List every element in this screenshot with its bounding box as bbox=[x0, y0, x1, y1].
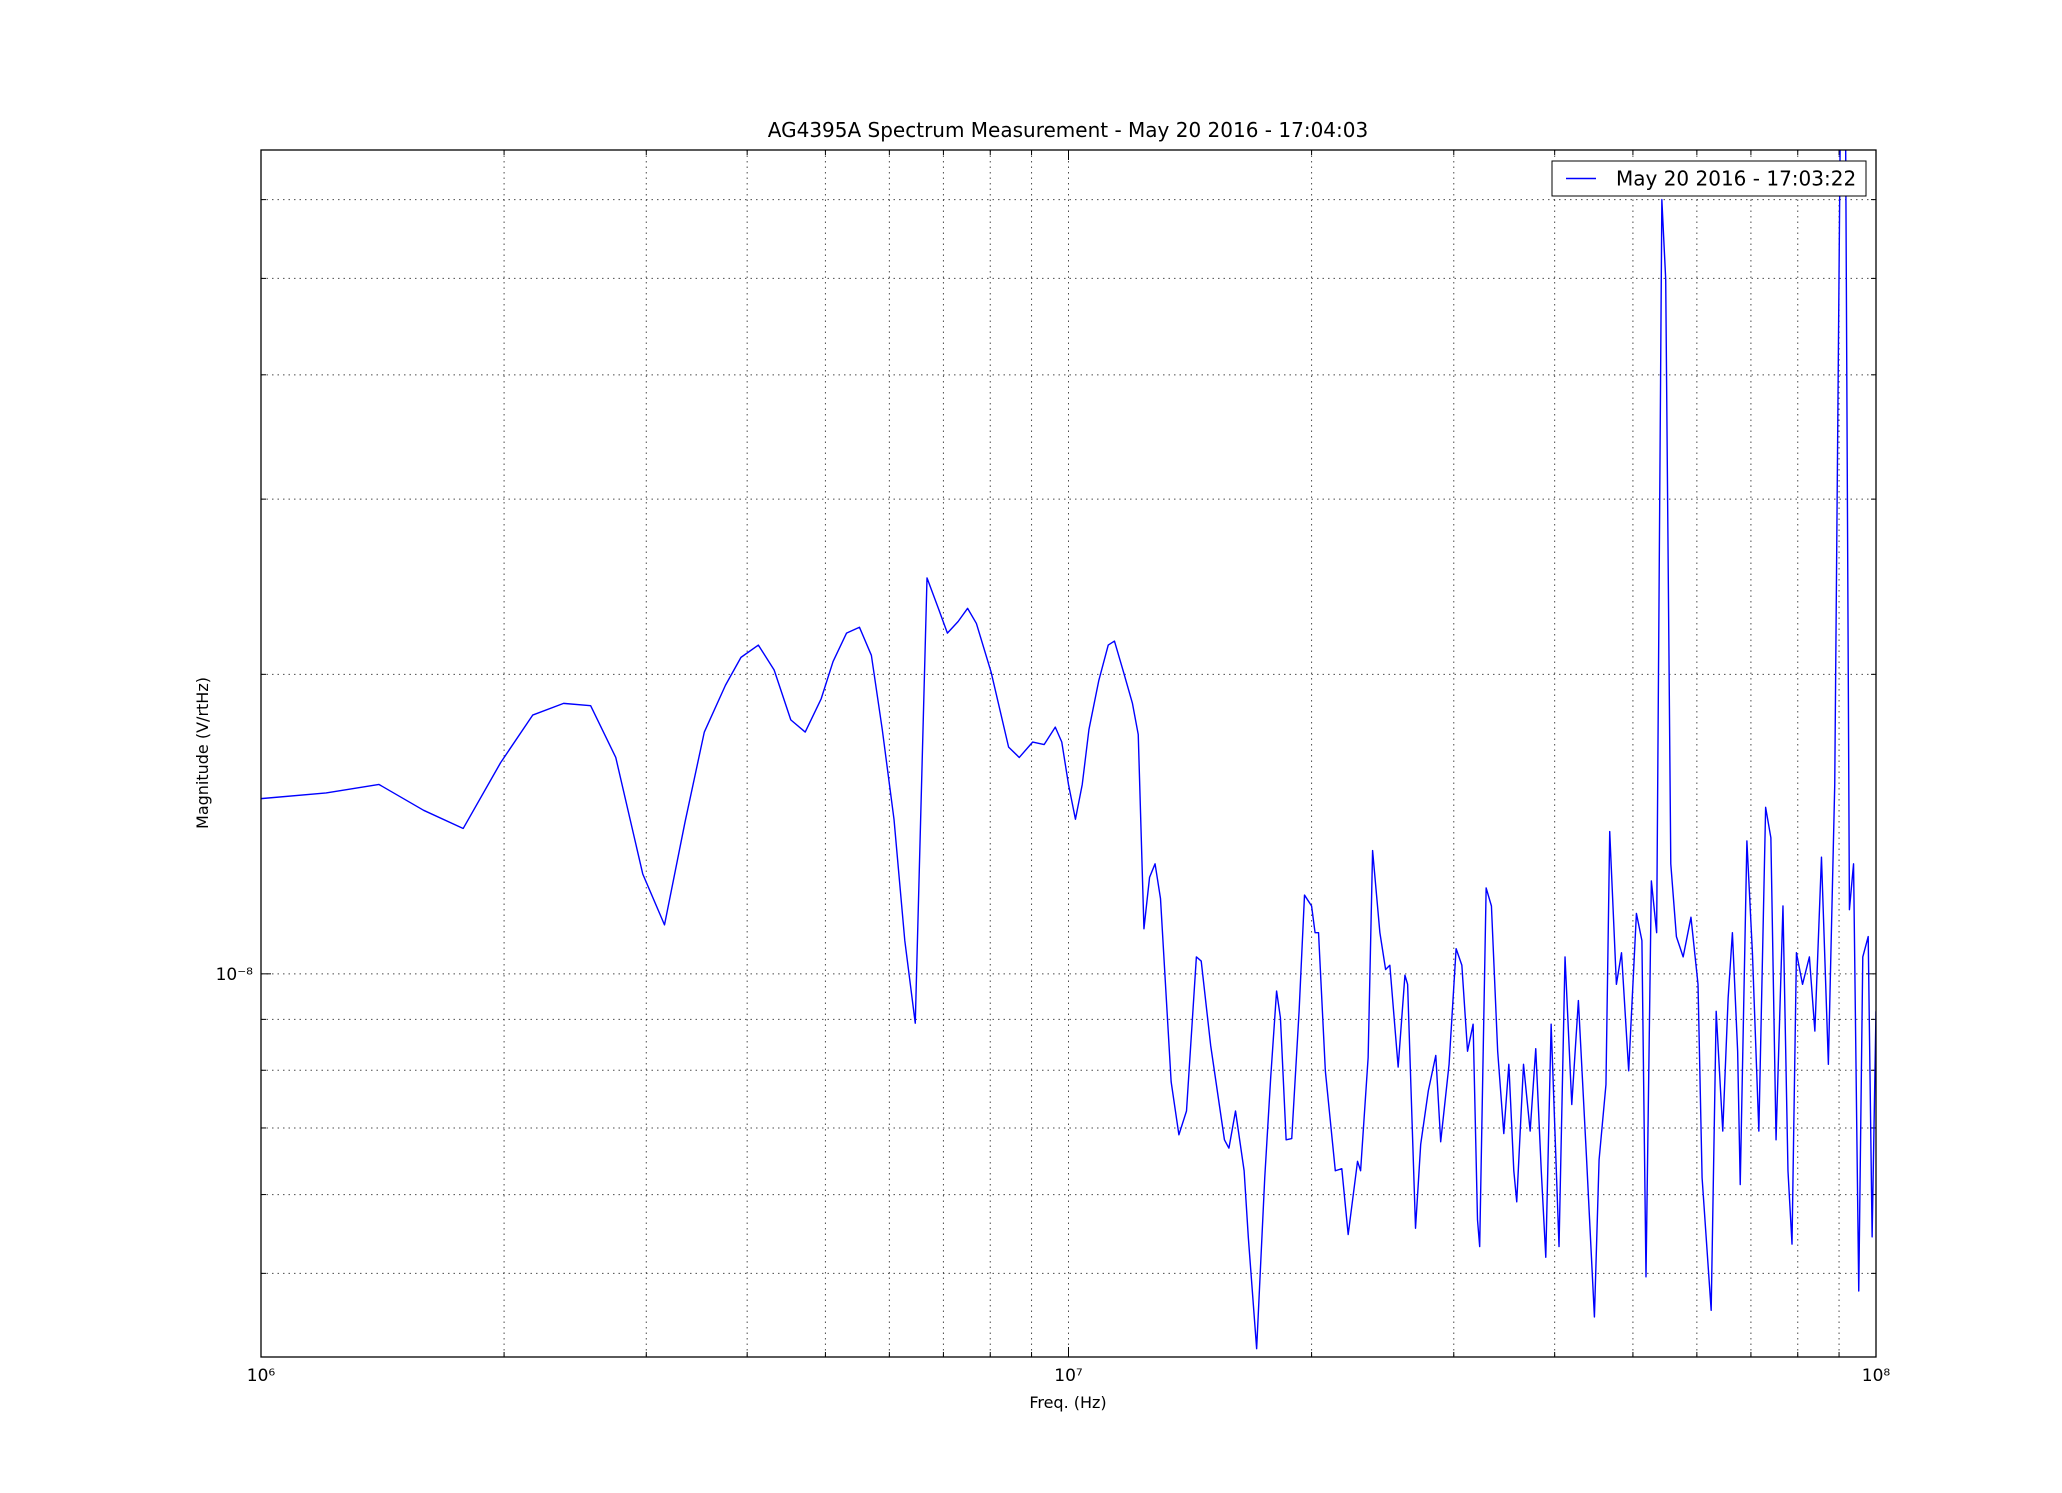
legend-box bbox=[1551, 160, 1867, 197]
data-line bbox=[261, 150, 1876, 1350]
y-axis-label: Magnitude (V/rtHz) bbox=[193, 677, 212, 829]
x-tick-label: 10⁶ bbox=[247, 1366, 276, 1386]
chart-title: AG4395A Spectrum Measurement - May 20 20… bbox=[768, 118, 1368, 142]
plot-frame bbox=[260, 149, 1877, 1358]
x-tick-label: 10⁸ bbox=[1862, 1366, 1891, 1386]
x-tick-label: 10⁷ bbox=[1054, 1366, 1083, 1386]
legend-label: May 20 2016 - 17:03:22 bbox=[1616, 167, 1856, 191]
plot-area bbox=[261, 150, 1876, 1350]
grid bbox=[260, 150, 1877, 1357]
y-tick-label: 10⁻⁸ bbox=[216, 965, 254, 985]
x-axis-label: Freq. (Hz) bbox=[1029, 1393, 1106, 1412]
legend: May 20 2016 - 17:03:22 bbox=[1551, 160, 1867, 197]
